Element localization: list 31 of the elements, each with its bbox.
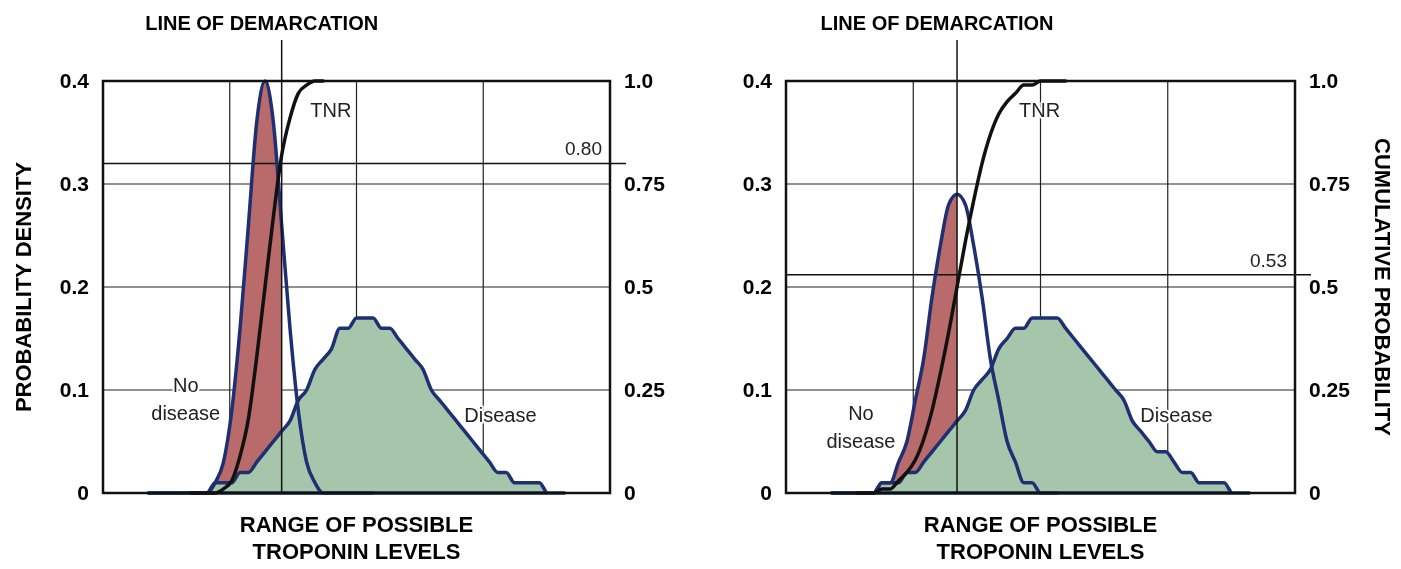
- y2-tick-label: 0.75: [1309, 172, 1351, 195]
- x-axis-title: RANGE OF POSSIBLE TROPONIN LEVELS: [923, 512, 1158, 564]
- chart-title: LINE OF DEMARCATION: [820, 12, 1054, 34]
- y-tick-label: 0.2: [59, 275, 89, 298]
- y2-axis-title: CUMULATIVE PROBABILITY: [1370, 138, 1395, 437]
- y-tick-label: 0.4: [59, 69, 90, 92]
- y2-tick-label: 0: [624, 481, 636, 504]
- y2-tick-label: 0.25: [624, 378, 666, 401]
- y-tick-label: 0.4: [742, 69, 773, 92]
- y-axis-title: PROBABILITY DENSITY: [11, 161, 36, 413]
- series-label: No disease: [151, 374, 221, 424]
- x-axis-title: RANGE OF POSSIBLE TROPONIN LEVELS: [239, 512, 474, 564]
- y-tick-label: 0.3: [59, 172, 89, 195]
- y2-tick-label: 0.5: [624, 275, 654, 298]
- series-label: No disease: [826, 402, 896, 453]
- y2-tick-label: 0.75: [624, 172, 666, 195]
- y-tick-label: 0.2: [742, 275, 772, 298]
- y-tick-label: 0: [77, 481, 89, 504]
- y2-tick-label: 0.5: [1309, 275, 1339, 298]
- series-label: TNR: [310, 99, 352, 121]
- y2-tick-label: 0.25: [1309, 378, 1351, 401]
- y-tick-label: 0.3: [742, 172, 772, 195]
- chart-title: LINE OF DEMARCATION: [145, 12, 379, 34]
- y2-tick-label: 0: [1309, 481, 1321, 504]
- y-tick-label: 0.1: [742, 378, 773, 401]
- y2-tick-label: 1.0: [624, 69, 654, 92]
- ref-line-label: 0.80: [565, 138, 602, 160]
- y-tick-label: 0: [760, 481, 772, 504]
- ref-line-label: 0.53: [1250, 249, 1287, 271]
- y-tick-label: 0.1: [59, 378, 90, 401]
- y2-tick-label: 1.0: [1309, 69, 1339, 92]
